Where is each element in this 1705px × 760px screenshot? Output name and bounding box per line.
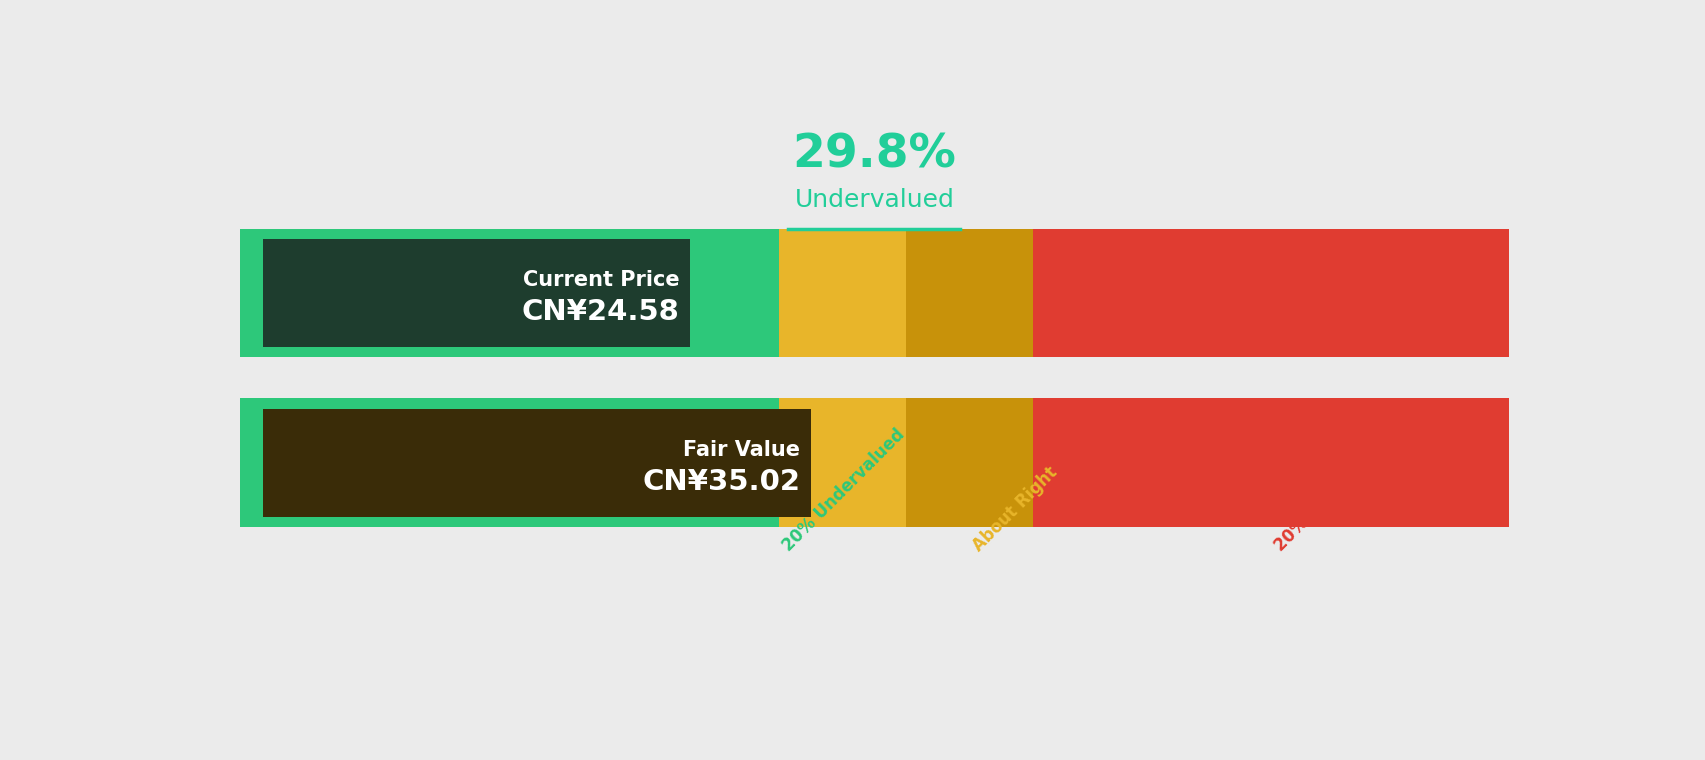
Bar <box>1033 229 1509 357</box>
Bar <box>239 398 779 527</box>
Text: Fair Value: Fair Value <box>684 440 800 460</box>
Text: 20% Undervalued: 20% Undervalued <box>779 425 907 555</box>
Text: Current Price: Current Price <box>523 270 679 290</box>
Bar <box>263 239 691 347</box>
Text: CN¥24.58: CN¥24.58 <box>522 299 679 327</box>
Text: CN¥35.02: CN¥35.02 <box>641 468 800 496</box>
Text: About Right: About Right <box>968 463 1061 555</box>
Bar <box>779 229 905 357</box>
Bar <box>1033 398 1509 527</box>
Bar <box>779 398 905 527</box>
Text: 20% Overvalued: 20% Overvalued <box>1270 434 1391 555</box>
Bar <box>905 398 1033 527</box>
Text: 29.8%: 29.8% <box>791 132 957 177</box>
Bar <box>905 229 1033 357</box>
Bar <box>263 409 810 517</box>
Text: Undervalued: Undervalued <box>795 188 953 212</box>
Bar <box>239 229 779 357</box>
